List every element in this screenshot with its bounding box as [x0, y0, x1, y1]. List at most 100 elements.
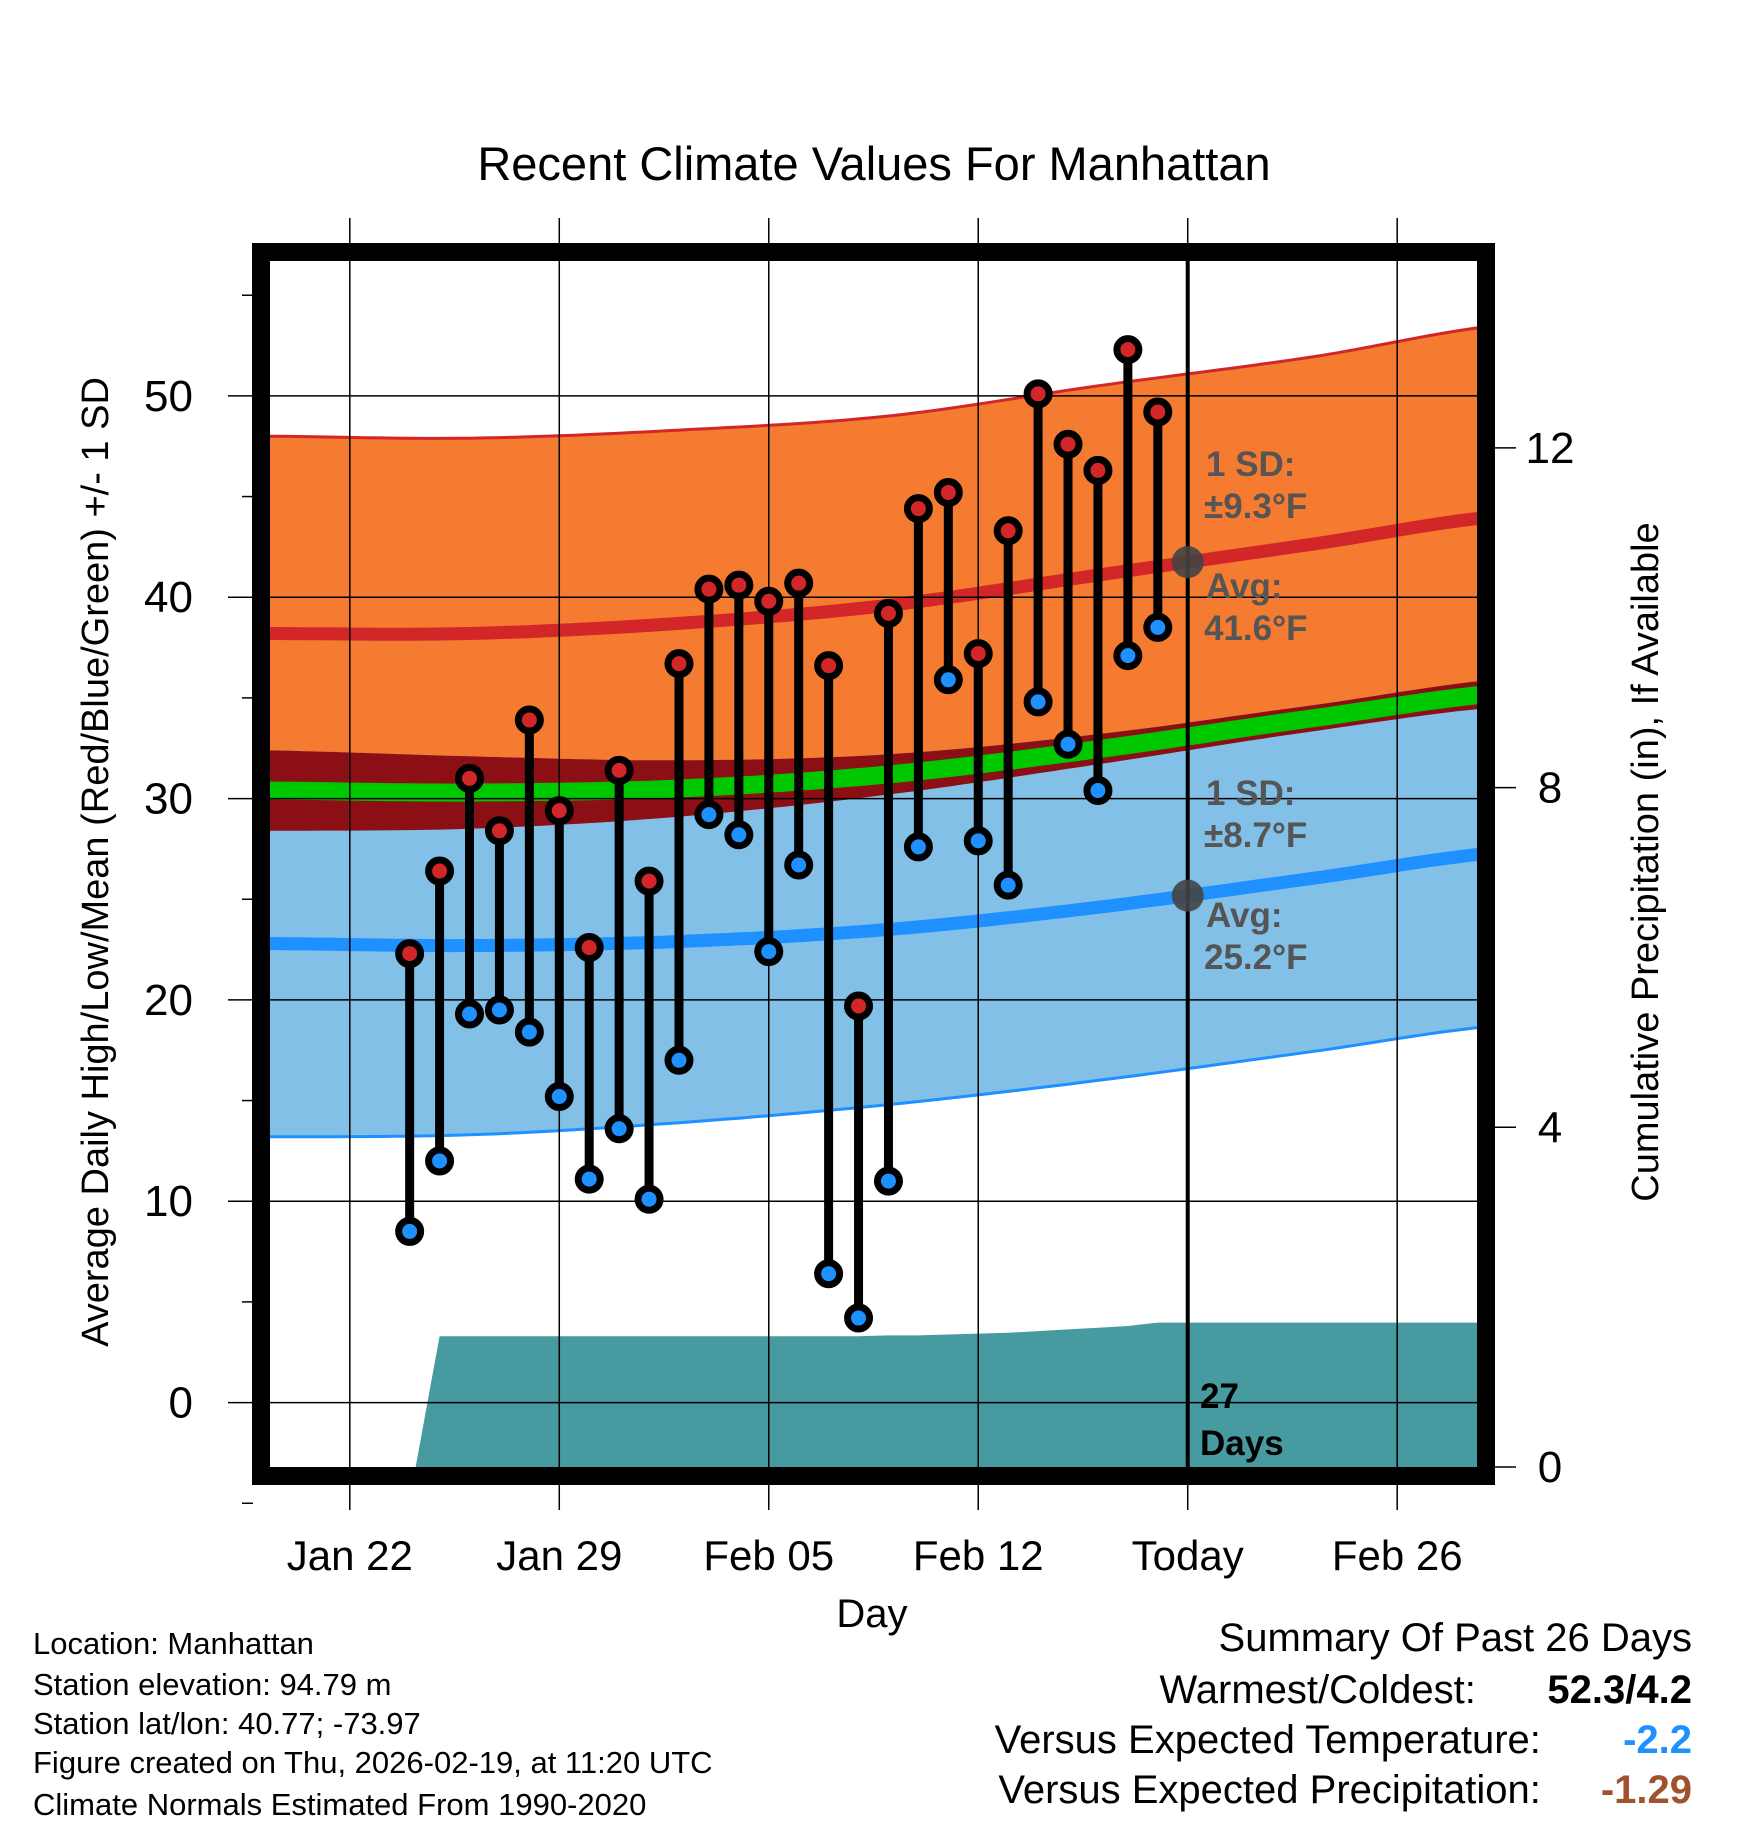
- daily-low-point: [514, 1017, 544, 1047]
- x-tick-label: Feb 26: [1332, 1532, 1463, 1579]
- daily-low-point: [544, 1082, 574, 1112]
- daily-low-point: [844, 1303, 874, 1333]
- y-right-tick-label: 8: [1538, 764, 1562, 813]
- info-elevation: Station elevation: 94.79 m: [33, 1667, 392, 1702]
- daily-high-point: [754, 586, 784, 616]
- daily-high-point: [844, 991, 874, 1021]
- daily-low-point: [1053, 729, 1083, 759]
- low-sd-label: 1 SD:: [1206, 774, 1295, 813]
- daily-high-point: [963, 639, 993, 669]
- high-sd-label: 1 SD:: [1206, 445, 1295, 484]
- days-word: Days: [1200, 1424, 1284, 1463]
- daily-low-point: [455, 999, 485, 1029]
- y-tick-label: 10: [144, 1177, 193, 1226]
- daily-low-point: [1143, 612, 1173, 642]
- daily-high-point: [425, 856, 455, 886]
- daily-low-point: [933, 665, 963, 695]
- y-tick-label: 20: [144, 976, 193, 1025]
- daily-low-point: [873, 1166, 903, 1196]
- daily-high-point: [933, 478, 963, 508]
- low-avg-label: Avg:: [1206, 896, 1282, 935]
- cumulative-precip-area: [409, 1322, 1478, 1467]
- daily-high-point: [514, 705, 544, 735]
- y-tick-label: 0: [169, 1379, 193, 1428]
- chart-title: Recent Climate Values For Manhattan: [477, 137, 1270, 190]
- y-tick-label: 30: [144, 775, 193, 824]
- high-sd-value: ±9.3°F: [1204, 487, 1307, 526]
- daily-low-point: [604, 1114, 634, 1144]
- y-right-tick-label: 12: [1526, 424, 1575, 473]
- daily-low-point: [574, 1164, 604, 1194]
- daily-low-point: [724, 820, 754, 850]
- warm-cold-value: 52.3/4.2: [1547, 1668, 1692, 1712]
- info-normals: Climate Normals Estimated From 1990-2020: [33, 1787, 647, 1822]
- precip-value: -1.29: [1600, 1768, 1692, 1812]
- x-tick-label: Feb 05: [703, 1532, 834, 1579]
- today-low-avg-marker: [1171, 879, 1204, 912]
- precip-label: Versus Expected Precipitation:: [998, 1768, 1541, 1812]
- daily-low-point: [395, 1216, 425, 1246]
- y-right-tick-label: 4: [1538, 1103, 1562, 1152]
- daily-low-point: [784, 850, 814, 880]
- daily-low-point: [634, 1184, 664, 1214]
- daily-low-point: [664, 1045, 694, 1075]
- info-latlon: Station lat/lon: 40.77; -73.97: [33, 1706, 421, 1741]
- daily-high-point: [664, 649, 694, 679]
- info-created: Figure created on Thu, 2026-02-19, at 11…: [33, 1745, 713, 1780]
- daily-high-point: [544, 796, 574, 826]
- y-tick-label: 40: [144, 573, 193, 622]
- high-avg-label: Avg:: [1206, 567, 1282, 606]
- days-count: 27: [1200, 1377, 1239, 1416]
- daily-high-point: [484, 816, 514, 846]
- high-avg-value: 41.6°F: [1204, 609, 1308, 648]
- daily-high-point: [1053, 429, 1083, 459]
- y-axis-right-label: Cumulative Precipitation (in), If Availa…: [1625, 522, 1667, 1201]
- high-sd-band: [269, 327, 1478, 831]
- daily-high-point: [1083, 455, 1113, 485]
- daily-high-point: [395, 939, 425, 969]
- info-location: Location: Manhattan: [33, 1626, 314, 1661]
- daily-high-point: [604, 755, 634, 785]
- daily-low-point: [814, 1259, 844, 1289]
- daily-high-point: [455, 763, 485, 793]
- y-tick-label: 50: [144, 372, 193, 421]
- daily-low-point: [484, 995, 514, 1025]
- daily-low-point: [1083, 776, 1113, 806]
- daily-high-point: [1143, 397, 1173, 427]
- warm-cold-label: Warmest/Coldest:: [1159, 1668, 1476, 1712]
- temp-label: Versus Expected Temperature:: [994, 1718, 1541, 1762]
- daily-high-point: [1113, 335, 1143, 365]
- x-tick-label: Feb 12: [913, 1532, 1044, 1579]
- low-avg-value: 25.2°F: [1204, 938, 1308, 977]
- x-tick-label: Today: [1132, 1532, 1244, 1579]
- summary-title: Summary Of Past 26 Days: [1218, 1616, 1692, 1660]
- daily-low-point: [963, 826, 993, 856]
- daily-high-point: [903, 494, 933, 524]
- summary-temp: Versus Expected Temperature: -2.2: [995, 1718, 1692, 1763]
- daily-low-point: [1113, 641, 1143, 671]
- x-tick-label: Jan 29: [496, 1532, 622, 1579]
- daily-high-point: [574, 933, 604, 963]
- daily-low-point: [993, 870, 1023, 900]
- summary-warm-cold: Warmest/Coldest: 52.3/4.2: [1160, 1668, 1693, 1713]
- daily-high-point: [814, 651, 844, 681]
- y-axis-label: Average Daily High/Low/Mean (Red/Blue/Gr…: [75, 377, 117, 1347]
- high-upper-line: [269, 326, 1478, 440]
- daily-high-point: [724, 570, 754, 600]
- daily-low-point: [754, 937, 784, 967]
- temp-value: -2.2: [1623, 1718, 1692, 1762]
- y-right-tick-label: 0: [1538, 1443, 1562, 1492]
- x-tick-label: Jan 22: [287, 1532, 413, 1579]
- daily-high-point: [694, 574, 724, 604]
- daily-high-point: [993, 516, 1023, 546]
- daily-high-point: [784, 568, 814, 598]
- daily-high-point: [1023, 379, 1053, 409]
- daily-high-point: [634, 866, 664, 896]
- daily-low-point: [425, 1146, 455, 1176]
- daily-high-point: [873, 598, 903, 628]
- today-high-avg-marker: [1171, 546, 1204, 579]
- plot-frame: [252, 243, 1495, 1485]
- summary-precip: Versus Expected Precipitation: -1.29: [998, 1768, 1692, 1813]
- daily-low-point: [1023, 687, 1053, 717]
